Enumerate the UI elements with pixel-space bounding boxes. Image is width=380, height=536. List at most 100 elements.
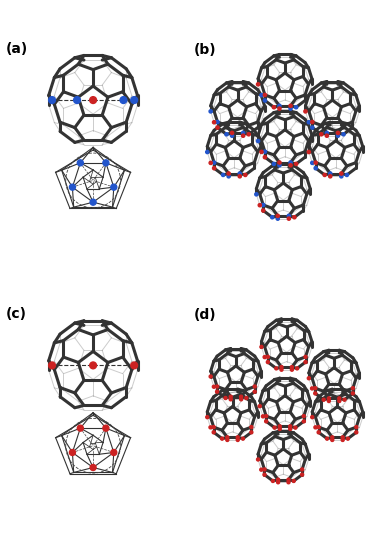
Circle shape — [342, 133, 345, 136]
Text: (d): (d) — [194, 308, 216, 322]
Circle shape — [263, 93, 266, 96]
Circle shape — [103, 425, 109, 431]
Circle shape — [278, 161, 281, 164]
Circle shape — [261, 209, 265, 212]
Circle shape — [292, 479, 295, 482]
Circle shape — [280, 366, 283, 369]
Circle shape — [263, 473, 266, 476]
Circle shape — [273, 426, 276, 429]
Circle shape — [307, 151, 310, 154]
Circle shape — [322, 398, 325, 401]
Circle shape — [111, 450, 117, 456]
Circle shape — [338, 399, 341, 403]
Circle shape — [212, 167, 216, 170]
Circle shape — [77, 160, 83, 166]
Circle shape — [250, 426, 253, 429]
Circle shape — [314, 426, 317, 429]
Circle shape — [310, 387, 314, 390]
Circle shape — [277, 478, 280, 481]
Circle shape — [238, 175, 241, 178]
Circle shape — [290, 366, 293, 369]
Circle shape — [352, 386, 355, 390]
Circle shape — [307, 121, 310, 124]
Circle shape — [271, 215, 274, 219]
Circle shape — [49, 96, 55, 103]
Circle shape — [245, 397, 248, 399]
Circle shape — [212, 121, 216, 124]
Circle shape — [314, 167, 317, 170]
Circle shape — [289, 425, 292, 428]
Text: (a): (a) — [6, 42, 28, 56]
Circle shape — [329, 172, 332, 175]
Circle shape — [289, 107, 292, 110]
Circle shape — [266, 355, 269, 359]
Circle shape — [341, 436, 344, 439]
Circle shape — [293, 215, 296, 219]
Circle shape — [277, 481, 280, 484]
Circle shape — [260, 345, 263, 348]
Text: (b): (b) — [194, 43, 216, 57]
Circle shape — [260, 468, 263, 471]
Circle shape — [302, 420, 306, 423]
Circle shape — [230, 131, 234, 135]
Circle shape — [278, 427, 281, 430]
Circle shape — [301, 468, 304, 471]
Circle shape — [338, 397, 341, 400]
Circle shape — [238, 172, 241, 175]
Circle shape — [328, 397, 330, 400]
Circle shape — [314, 161, 317, 164]
Circle shape — [260, 94, 263, 97]
Circle shape — [253, 390, 256, 393]
Circle shape — [287, 481, 290, 484]
Circle shape — [212, 426, 215, 429]
Circle shape — [317, 426, 320, 429]
Circle shape — [302, 415, 306, 418]
Circle shape — [287, 478, 290, 481]
Circle shape — [311, 121, 314, 124]
Circle shape — [212, 385, 215, 388]
Circle shape — [90, 362, 97, 369]
Circle shape — [230, 134, 234, 137]
Circle shape — [229, 395, 232, 398]
Circle shape — [276, 214, 279, 218]
Circle shape — [329, 175, 332, 178]
Circle shape — [311, 126, 314, 129]
Circle shape — [328, 399, 330, 403]
Circle shape — [311, 161, 314, 165]
Circle shape — [290, 368, 293, 371]
Circle shape — [314, 392, 317, 395]
Circle shape — [278, 107, 281, 110]
Circle shape — [77, 425, 83, 431]
Circle shape — [240, 395, 242, 398]
Circle shape — [236, 438, 239, 442]
Circle shape — [326, 437, 329, 440]
Circle shape — [289, 104, 292, 107]
Circle shape — [307, 377, 310, 379]
Circle shape — [343, 398, 346, 401]
Circle shape — [294, 106, 298, 109]
Circle shape — [294, 426, 297, 429]
Circle shape — [289, 161, 292, 164]
Circle shape — [111, 184, 117, 190]
Circle shape — [250, 431, 253, 434]
Circle shape — [331, 438, 334, 442]
Circle shape — [212, 431, 215, 434]
Circle shape — [340, 172, 343, 175]
Circle shape — [341, 438, 344, 442]
Circle shape — [296, 367, 299, 370]
Circle shape — [253, 385, 256, 388]
Circle shape — [206, 415, 209, 419]
Circle shape — [74, 96, 81, 103]
Circle shape — [272, 106, 276, 109]
Circle shape — [224, 397, 227, 399]
Circle shape — [209, 110, 212, 113]
Circle shape — [215, 390, 218, 393]
Circle shape — [255, 193, 258, 196]
Circle shape — [225, 133, 228, 136]
Circle shape — [258, 204, 261, 207]
Circle shape — [256, 139, 260, 143]
Circle shape — [226, 436, 229, 439]
Circle shape — [263, 155, 266, 159]
Circle shape — [345, 173, 348, 176]
Circle shape — [304, 361, 307, 363]
